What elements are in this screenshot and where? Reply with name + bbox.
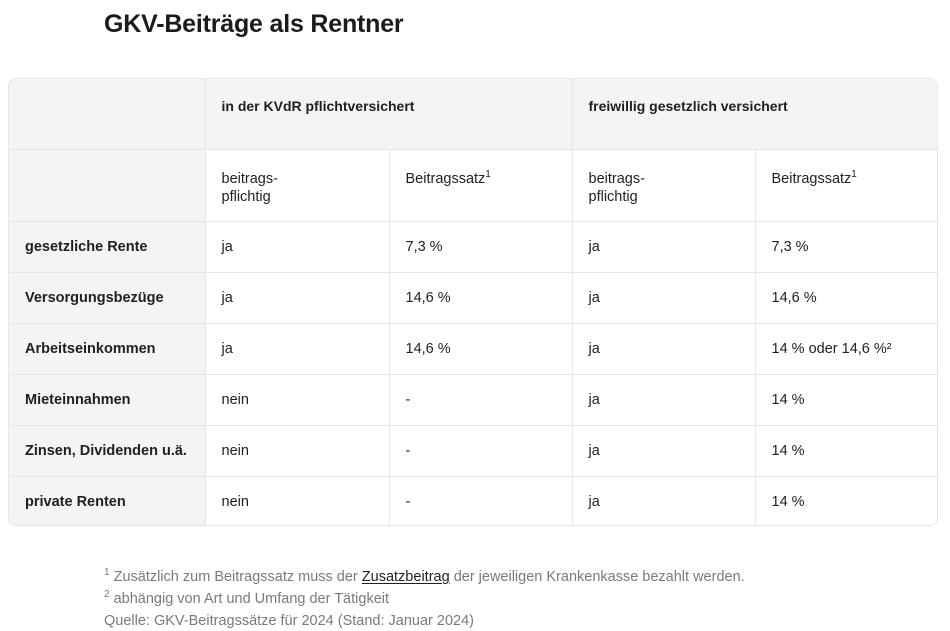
footnote-1: 1 Zusätzlich zum Beitragssatz muss der Z… [104,566,745,588]
cell-kvdr-pflichtig: ja [205,323,390,375]
cell-frei-satz: 14 % [755,425,937,477]
row-label: Arbeitseinkommen [9,323,206,375]
cell-kvdr-pflichtig: ja [205,272,390,324]
row-label: Versorgungsbezüge [9,272,206,324]
sub-header-kvdr-satz: Beitragssatz1 [389,149,573,222]
footnote-2-text: abhängig von Art und Umfang der Tätigkei… [113,591,390,607]
footnotes: 1 Zusätzlich zum Beitragssatz muss der Z… [104,566,745,631]
cell-frei-pflichtig: ja [572,323,756,375]
footnote-2: 2 abhängig von Art und Umfang der Tätigk… [104,588,745,610]
cell-frei-pflichtig: ja [572,374,756,426]
footnote-1-text-after: der jeweiligen Krankenkasse bezahlt werd… [453,569,745,585]
cell-kvdr-pflichtig: nein [205,374,390,426]
row-label: Zinsen, Dividenden u.ä. [9,425,206,477]
sub-header-kvdr-pflichtig: beitrags- pflichtig [205,149,390,222]
cell-kvdr-satz: - [389,374,573,426]
source-note: Quelle: GKV-Beitragssätze für 2024 (Stan… [104,613,474,629]
row-label: gesetzliche Rente [9,221,206,273]
cell-frei-satz: 14 % oder 14,6 %² [755,323,937,375]
sub-header-rate-footnote-ref: 1 [485,168,491,180]
cell-kvdr-pflichtig: ja [205,221,390,273]
sub-header-frei-satz: Beitragssatz1 [755,149,937,222]
cell-kvdr-satz: - [389,425,573,477]
cell-kvdr-pflichtig: nein [205,425,390,477]
contribution-table: in der KVdR pflichtversichert freiwillig… [8,78,938,526]
header-corner-cell [9,79,206,150]
sub-header-pflichtig-line1: beitrags- [221,170,278,187]
cell-kvdr-satz: 7,3 % [389,221,573,273]
cell-frei-satz: 7,3 % [755,221,937,273]
sub-header-row: beitrags- pflichtig Beitragssatz1 beitra… [9,149,937,222]
sub-header-rate-label: Beitragssatz [405,170,486,187]
row-label: Mieteinnahmen [9,374,206,426]
table-row: Arbeitseinkommen ja 14,6 % ja 14 % oder … [9,323,937,375]
cell-frei-satz: 14 % [755,374,937,426]
table-row: gesetzliche Rente ja 7,3 % ja 7,3 % [9,221,937,273]
cell-frei-pflichtig: ja [572,221,756,273]
cell-kvdr-satz: 14,6 % [389,272,573,324]
sub-header-pflichtig-line2: pflichtig [588,188,638,205]
footnote-1-text-before: Zusätzlich zum Beitragssatz muss der [113,569,358,585]
footnote-2-marker: 2 [104,589,110,601]
group-header-row: in der KVdR pflichtversichert freiwillig… [9,79,937,150]
sub-header-corner-cell [9,149,206,222]
group-header-kvdr: in der KVdR pflichtversichert [205,79,573,150]
footnote-1-marker: 1 [104,567,110,579]
page-title: GKV-Beiträge als Rentner [104,10,404,38]
row-label: private Renten [9,476,206,525]
sub-header-rate-label: Beitragssatz [771,170,852,187]
sub-header-pflichtig-line1: beitrags- [588,170,645,187]
cell-kvdr-satz: 14,6 % [389,323,573,375]
sub-header-pflichtig-line2: pflichtig [221,188,271,205]
table-row: Zinsen, Dividenden u.ä. nein - ja 14 % [9,425,937,477]
cell-frei-satz: 14,6 % [755,272,937,324]
cell-frei-pflichtig: ja [572,425,756,477]
cell-frei-pflichtig: ja [572,476,756,525]
cell-kvdr-pflichtig: nein [205,476,390,525]
group-header-freiwillig: freiwillig gesetzlich versichert [572,79,937,150]
zusatzbeitrag-link[interactable]: Zusatzbeitrag [361,569,450,585]
cell-frei-pflichtig: ja [572,272,756,324]
table-row: Mieteinnahmen nein - ja 14 % [9,374,937,426]
sub-header-frei-pflichtig: beitrags- pflichtig [572,149,756,222]
table-row: Versorgungsbezüge ja 14,6 % ja 14,6 % [9,272,937,324]
cell-kvdr-satz: - [389,476,573,525]
sub-header-rate-footnote-ref: 1 [851,168,857,180]
cell-frei-satz: 14 % [771,493,805,510]
table-row: private Renten nein - ja 14 % [9,476,937,525]
